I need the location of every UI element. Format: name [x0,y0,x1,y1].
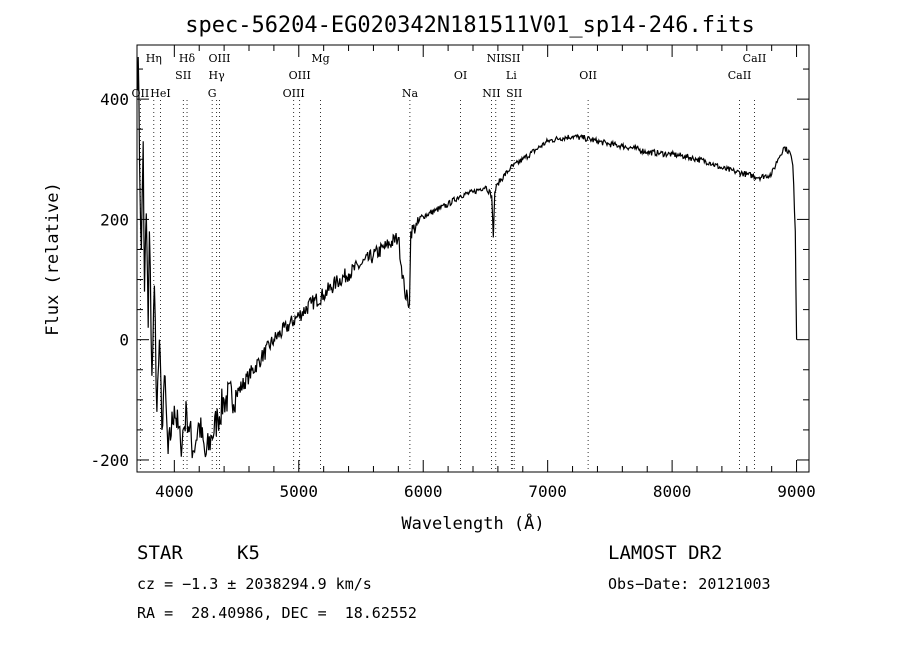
object-class: STAR [137,542,183,564]
spectral-line-label: Hγ [209,69,226,82]
spectral-line-label: Hη [146,52,162,65]
x-tick-label: 9000 [777,482,816,501]
spectral-line-label: CaII [728,69,752,82]
spectral-line-label: CaII [743,52,767,65]
x-axis-label: Wavelength (Å) [401,512,544,534]
axes: 4000 5000 6000 7000 8000 9000 -200 0 200 400 [90,45,816,501]
spectral-line-label: Na [402,87,419,100]
spectral-line-label: OIII [283,87,305,100]
x-tick-label: 4000 [155,482,194,501]
survey-name: LAMOST DR2 [608,542,723,564]
spectral-line-label: NII [487,52,505,65]
spectral-line-label: OIII [208,52,230,65]
spectral-line-label: Hδ [179,52,196,65]
x-tick-label: 8000 [653,482,692,501]
spectral-line-label: OII [579,69,597,82]
object-subclass: K5 [237,542,260,564]
spectral-line-label: OII [132,87,150,100]
spectral-line-label: G [208,87,217,100]
x-tick-label: 5000 [280,482,319,501]
observation-date: Obs−Date: 20121003 [608,575,771,593]
spectral-line-label: OI [454,69,467,82]
y-tick-label: -200 [90,451,129,470]
y-tick-label: 200 [100,210,129,229]
y-axis-label: Flux (relative) [43,182,63,336]
y-tick-label: 400 [100,90,129,109]
chart-title: spec-56204-EG020342N181511V01_sp14-246.f… [185,13,755,38]
redshift-cz: cz = −1.3 ± 2038294.9 km/s [137,575,372,593]
spectral-line-label: Li [506,69,517,82]
spectral-line-label: OIII [289,69,311,82]
spectral-line-label: NII [482,87,500,100]
spectral-line-label: SII [175,69,191,82]
spectrum-series-line [136,56,798,459]
spectral-line-label: Mg [311,52,329,65]
spectral-line-label: SII [506,87,522,100]
y-tick-label: 0 [119,331,129,350]
x-tick-label: 6000 [404,482,443,501]
x-tick-label: 7000 [528,482,567,501]
ra-dec-coordinates: RA = 28.40986, DEC = 18.62552 [137,604,417,622]
spectral-line-label: HeI [150,87,170,100]
plot-frame [136,44,810,473]
spectral-line-label: SII [504,52,520,65]
